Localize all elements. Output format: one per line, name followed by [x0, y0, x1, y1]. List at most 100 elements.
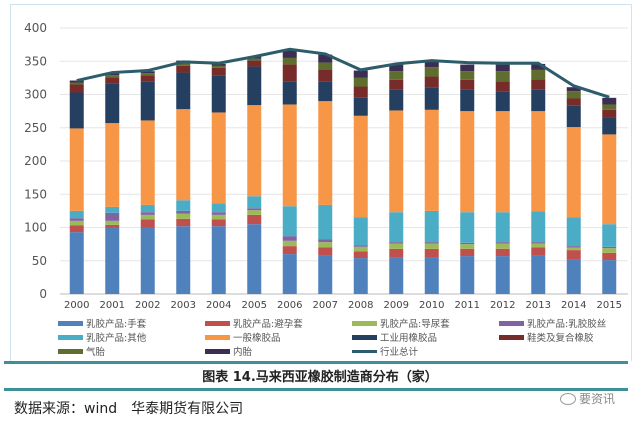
legend-item: 内胎 — [205, 344, 252, 358]
bar-segment — [69, 92, 84, 129]
bar-segment — [282, 49, 297, 58]
x-tick-label: 2011 — [455, 300, 480, 310]
x-tick-label: 2000 — [64, 300, 89, 310]
y-tick-label: 250 — [24, 121, 47, 135]
bar-segment — [211, 63, 226, 66]
bar-segment — [140, 81, 155, 121]
bar-segment — [602, 260, 617, 294]
x-tick-label: 2005 — [242, 300, 267, 310]
bar-segment — [602, 104, 617, 110]
bar-segment — [140, 227, 155, 294]
legend-label: 气胎 — [86, 347, 106, 358]
bar-segment — [140, 71, 155, 74]
bar-segment — [105, 123, 120, 207]
bar-segment — [211, 214, 226, 220]
bar-segment — [566, 250, 581, 260]
x-tick-label: 2015 — [597, 300, 622, 310]
bar-segment — [318, 81, 333, 102]
bar-segment — [566, 98, 581, 106]
bar-segment — [495, 256, 510, 294]
bar-segment — [247, 58, 262, 61]
bar-segment — [353, 97, 368, 116]
legend-item: 乳胶产品:导尿套 — [352, 316, 450, 330]
legend-label: 乳胶产品:手套 — [86, 319, 147, 330]
bar-segment — [389, 79, 404, 90]
bar-segment — [495, 81, 510, 92]
bar-segment — [247, 60, 262, 67]
bar-segment — [495, 243, 510, 249]
legend-item: 乳胶产品:手套 — [58, 316, 146, 330]
bar-segment — [282, 240, 297, 247]
legend-swatch — [352, 320, 377, 326]
watermark: 要资讯 — [560, 390, 615, 407]
bar-segment — [105, 75, 120, 78]
bar-segment — [495, 248, 510, 257]
bar-segment — [247, 105, 262, 197]
bar-segment — [105, 83, 120, 124]
legend-label: 鞋类及复合橡胶 — [527, 333, 594, 344]
x-tick-label: 2012 — [490, 300, 515, 310]
legend-label: 乳胶产品:避孕套 — [233, 319, 303, 330]
bar-segment — [69, 80, 84, 83]
legend-swatch — [205, 334, 230, 340]
y-tick-label: 300 — [24, 88, 47, 102]
x-tick-label: 2006 — [277, 300, 302, 310]
bar-segment — [176, 65, 191, 73]
bar-segment — [353, 70, 368, 78]
bar-segment — [69, 210, 84, 219]
bar-segment — [247, 208, 262, 211]
legend-swatch — [499, 334, 524, 340]
bar-segment — [105, 220, 120, 225]
bar-segment — [282, 236, 297, 241]
bar-segment — [211, 226, 226, 294]
bar-segment — [105, 77, 120, 84]
bar-segment — [389, 212, 404, 243]
wechat-icon — [560, 392, 576, 405]
bar-segment — [566, 259, 581, 294]
bar-segment — [140, 73, 155, 76]
legend-item: 气胎 — [58, 344, 105, 358]
bar-segment — [460, 244, 475, 249]
y-tick-label: 150 — [24, 187, 47, 201]
bar-segment — [211, 65, 226, 68]
legend-item: 工业用橡胶品 — [352, 330, 437, 344]
bar-segment — [176, 218, 191, 227]
bar-segment — [176, 62, 191, 66]
bar-segment — [460, 89, 475, 112]
bar-segment — [460, 256, 475, 294]
legend-swatch — [352, 349, 377, 353]
bar-segment — [424, 109, 439, 211]
legend-label: 行业总计 — [380, 347, 419, 358]
bar-segment — [318, 101, 333, 205]
bar-segment — [389, 257, 404, 294]
bar-segment — [460, 248, 475, 257]
bar-segment — [353, 217, 368, 246]
bar-segment — [602, 252, 617, 261]
bar-segment — [353, 251, 368, 259]
y-tick-label: 400 — [24, 21, 47, 35]
caption-divider-bottom — [4, 388, 628, 391]
bar-segment — [602, 97, 617, 105]
bar-segment — [424, 76, 439, 88]
bar-segment — [353, 258, 368, 294]
bar-segment — [247, 210, 262, 215]
caption-divider-top — [4, 361, 628, 364]
bar-segment — [318, 69, 333, 82]
bar-segment — [602, 109, 617, 118]
bar-segment — [424, 210, 439, 243]
bar-segment — [566, 87, 581, 92]
y-tick-label: 350 — [24, 54, 47, 68]
bar-segment — [140, 75, 155, 82]
legend-item: 一般橡胶品 — [205, 330, 281, 344]
bar-segment — [460, 64, 475, 72]
bar-segment — [247, 224, 262, 294]
legend-label: 乳胶产品:其他 — [86, 333, 147, 344]
bar-segment — [566, 247, 581, 251]
watermark-text: 要资讯 — [579, 392, 616, 406]
bar-segment — [353, 77, 368, 87]
bar-segment — [531, 247, 546, 256]
legend-label: 内胎 — [233, 347, 253, 358]
bar-segment — [353, 246, 368, 252]
figure-caption: 图表 14.马来西亚橡胶制造商分布（家） — [202, 370, 438, 385]
x-tick-label: 2004 — [206, 300, 231, 310]
